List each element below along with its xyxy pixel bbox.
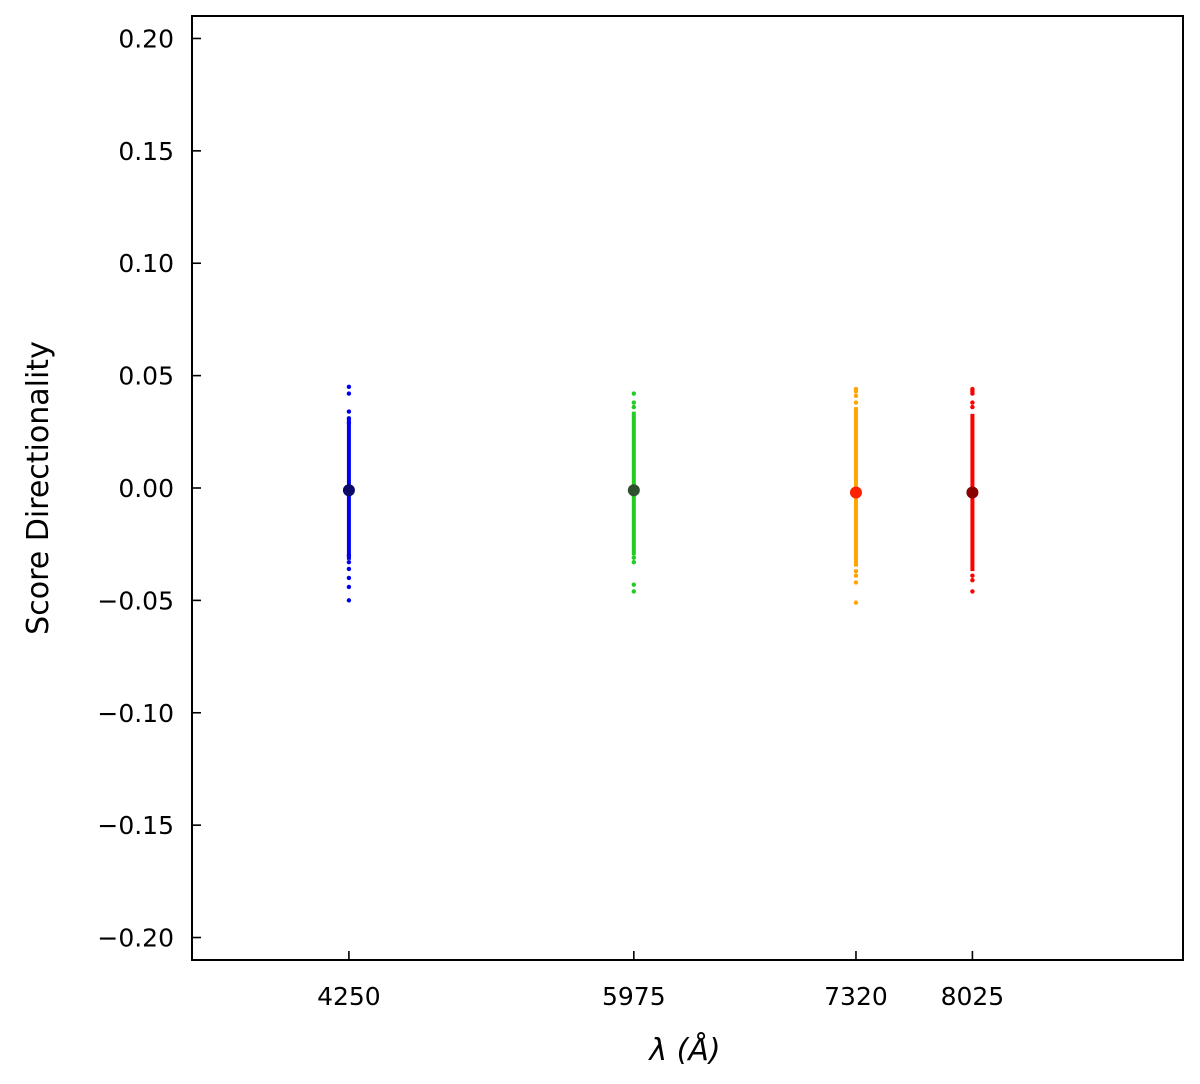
data-point bbox=[853, 389, 859, 394]
mean-marker bbox=[966, 486, 979, 499]
data-point bbox=[631, 555, 637, 560]
y-tick-label: −0.05 bbox=[97, 586, 174, 615]
data-point bbox=[970, 404, 975, 410]
y-tick-label: 0.20 bbox=[118, 24, 174, 53]
y-tick-label: 0.15 bbox=[118, 137, 174, 166]
y-tick-label: 0.05 bbox=[118, 362, 174, 391]
data-point bbox=[853, 600, 859, 605]
y-tick-label: 0.00 bbox=[118, 474, 174, 503]
data-point bbox=[346, 598, 352, 603]
mean-marker bbox=[627, 484, 640, 497]
data-point bbox=[631, 582, 637, 587]
data-point bbox=[970, 573, 975, 578]
y-tick-label: −0.20 bbox=[97, 924, 174, 953]
data-point bbox=[970, 589, 975, 594]
data-point bbox=[631, 391, 637, 396]
data-point bbox=[970, 391, 975, 396]
data-point bbox=[631, 400, 637, 405]
data-point bbox=[346, 391, 352, 396]
mean-marker bbox=[849, 486, 862, 499]
y-axis-title: Score Directionality bbox=[21, 341, 56, 635]
data-point bbox=[631, 404, 637, 410]
x-tick-label: 7320 bbox=[824, 982, 888, 1011]
data-point bbox=[853, 580, 859, 585]
data-point bbox=[970, 400, 975, 405]
x-tick-label: 8025 bbox=[941, 982, 1005, 1011]
y-tick-label: −0.15 bbox=[97, 811, 174, 840]
labels-layer: λ (Å) Score Directionality bbox=[21, 341, 721, 1068]
y-tick-label: 0.10 bbox=[118, 249, 174, 278]
x-axis-title: λ (Å) bbox=[647, 1032, 720, 1068]
data-point bbox=[346, 416, 352, 421]
data-point bbox=[346, 566, 352, 572]
data-point bbox=[346, 420, 352, 426]
x-tick-label: 4250 bbox=[317, 982, 381, 1011]
data-point bbox=[853, 393, 859, 399]
data-point bbox=[346, 409, 352, 414]
data-point bbox=[970, 577, 975, 583]
mean-marker bbox=[342, 484, 355, 497]
data-point bbox=[853, 573, 859, 578]
data-point bbox=[853, 400, 859, 405]
data-point bbox=[631, 559, 637, 565]
data-point bbox=[631, 589, 637, 594]
ticks-layer: −0.20 −0.15 −0.10 −0.05 0.00 0.05 0.10 0.15 0.20… bbox=[97, 24, 1004, 1011]
data-point bbox=[346, 584, 352, 590]
data-layer bbox=[342, 384, 979, 605]
x-tick-label: 5975 bbox=[602, 982, 666, 1011]
y-tick-label: −0.10 bbox=[97, 699, 174, 728]
data-point bbox=[346, 559, 352, 565]
data-point bbox=[346, 575, 352, 581]
data-point bbox=[346, 384, 352, 390]
data-point bbox=[346, 553, 352, 558]
plot-frame bbox=[191, 15, 1184, 961]
data-point bbox=[853, 568, 859, 574]
